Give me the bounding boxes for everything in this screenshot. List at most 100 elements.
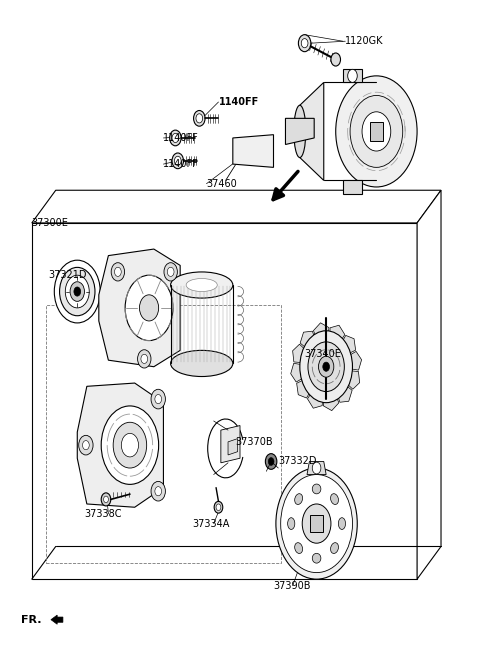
Circle shape <box>79 436 93 455</box>
Polygon shape <box>77 383 163 507</box>
Circle shape <box>104 496 108 502</box>
Polygon shape <box>297 374 318 398</box>
Circle shape <box>331 53 340 66</box>
Text: FR.: FR. <box>21 615 41 626</box>
Circle shape <box>54 260 100 323</box>
Circle shape <box>141 354 148 364</box>
Circle shape <box>111 263 125 281</box>
Circle shape <box>115 267 121 276</box>
Polygon shape <box>233 135 274 168</box>
Polygon shape <box>99 249 180 367</box>
Circle shape <box>151 389 166 409</box>
Polygon shape <box>334 335 356 360</box>
Polygon shape <box>228 439 238 455</box>
Bar <box>370 122 383 141</box>
Polygon shape <box>313 323 329 353</box>
Polygon shape <box>32 223 417 579</box>
Circle shape <box>323 362 329 371</box>
Text: 37340E: 37340E <box>305 348 341 359</box>
Circle shape <box>140 295 158 321</box>
Circle shape <box>302 504 331 543</box>
Circle shape <box>83 441 89 450</box>
Ellipse shape <box>338 517 346 529</box>
Polygon shape <box>417 190 441 579</box>
Circle shape <box>113 422 147 468</box>
Polygon shape <box>343 69 362 83</box>
Polygon shape <box>221 426 240 463</box>
Polygon shape <box>300 83 324 180</box>
Circle shape <box>336 76 417 187</box>
Text: 37300E: 37300E <box>32 218 69 228</box>
Circle shape <box>216 504 221 510</box>
Circle shape <box>172 153 183 169</box>
Text: 37321D: 37321D <box>48 271 87 280</box>
Circle shape <box>151 481 166 501</box>
Polygon shape <box>307 462 326 475</box>
Polygon shape <box>332 377 352 402</box>
Circle shape <box>172 134 179 143</box>
Ellipse shape <box>331 542 338 553</box>
Polygon shape <box>337 351 361 370</box>
Circle shape <box>196 114 203 123</box>
Text: 1140FF: 1140FF <box>218 97 259 107</box>
Ellipse shape <box>170 272 233 298</box>
Circle shape <box>138 350 151 368</box>
Polygon shape <box>308 379 324 408</box>
Ellipse shape <box>331 494 338 504</box>
Text: 37338C: 37338C <box>84 509 122 519</box>
Circle shape <box>276 468 357 579</box>
Circle shape <box>121 434 139 457</box>
Circle shape <box>348 69 357 83</box>
Circle shape <box>174 157 181 166</box>
Circle shape <box>281 475 352 572</box>
Text: 1120GK: 1120GK <box>345 36 384 47</box>
FancyArrowPatch shape <box>273 172 298 200</box>
Bar <box>311 515 323 532</box>
Circle shape <box>362 112 391 151</box>
Circle shape <box>125 275 173 341</box>
Circle shape <box>301 39 308 48</box>
Polygon shape <box>329 326 345 354</box>
Text: 37332D: 37332D <box>278 457 317 466</box>
Ellipse shape <box>312 484 321 494</box>
Circle shape <box>299 35 311 52</box>
Ellipse shape <box>288 517 295 529</box>
Polygon shape <box>336 369 360 389</box>
Circle shape <box>214 501 223 513</box>
Circle shape <box>101 493 111 506</box>
Circle shape <box>265 454 277 470</box>
Ellipse shape <box>295 542 302 553</box>
Circle shape <box>268 458 274 466</box>
Ellipse shape <box>312 553 321 563</box>
Circle shape <box>308 342 344 392</box>
Text: 1140FF: 1140FF <box>163 159 199 169</box>
Circle shape <box>101 406 158 484</box>
Bar <box>46 305 281 563</box>
Ellipse shape <box>186 278 217 291</box>
Text: 37334A: 37334A <box>192 519 229 529</box>
Circle shape <box>169 130 181 146</box>
Polygon shape <box>32 190 441 223</box>
Circle shape <box>74 287 81 296</box>
Circle shape <box>155 394 162 403</box>
Ellipse shape <box>170 350 233 377</box>
Circle shape <box>350 96 403 168</box>
Ellipse shape <box>295 494 302 504</box>
Text: 37460: 37460 <box>206 179 237 189</box>
Ellipse shape <box>294 105 306 158</box>
Text: 37370B: 37370B <box>235 437 273 447</box>
Circle shape <box>164 263 178 281</box>
Circle shape <box>70 282 84 301</box>
Polygon shape <box>300 331 320 357</box>
Circle shape <box>60 267 95 316</box>
Polygon shape <box>293 345 316 364</box>
Circle shape <box>155 487 162 496</box>
Polygon shape <box>343 180 362 193</box>
Polygon shape <box>291 364 315 382</box>
Circle shape <box>300 331 352 403</box>
Circle shape <box>193 111 205 126</box>
Polygon shape <box>51 615 63 624</box>
Polygon shape <box>286 119 314 145</box>
Polygon shape <box>324 381 339 411</box>
Text: 37390B: 37390B <box>274 581 311 591</box>
